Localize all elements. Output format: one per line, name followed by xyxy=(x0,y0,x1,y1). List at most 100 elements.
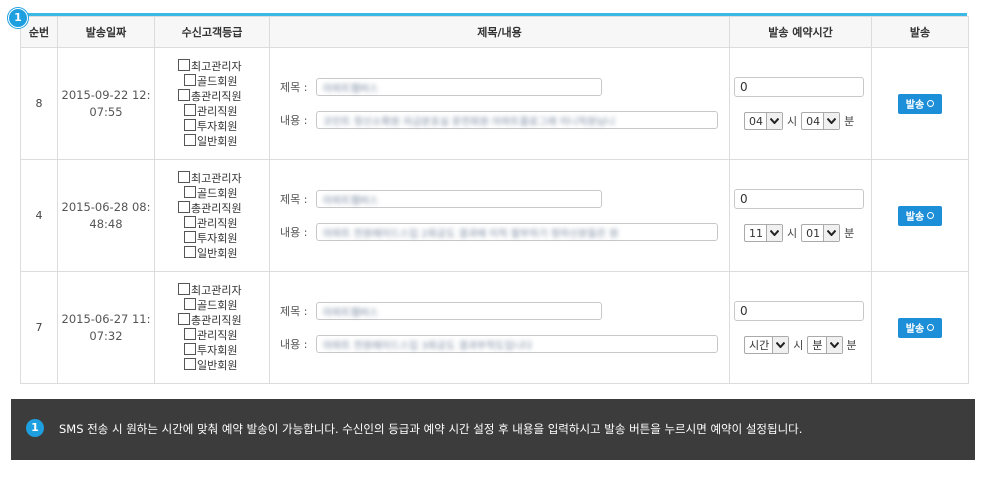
checkbox[interactable] xyxy=(184,342,196,355)
chevron-down-icon[interactable] xyxy=(825,337,842,353)
grade-option[interactable]: 투자회원 xyxy=(184,230,268,246)
checkbox[interactable] xyxy=(178,58,190,71)
grade-option[interactable]: 최고관리자 xyxy=(178,58,268,74)
chevron-down-icon[interactable] xyxy=(766,225,782,241)
grade-option[interactable]: 총관리직원 xyxy=(178,312,268,328)
grade-option[interactable]: 최고관리자 xyxy=(178,170,268,186)
table-row: 4 2015-06-28 08: 48:48 최고관리자 골드회원 총관리직원 관… xyxy=(20,159,969,272)
send-button[interactable]: 발송 xyxy=(897,317,943,338)
grade-checklist: 최고관리자 골드회원 총관리직원 관리직원 투자회원 일반회원 xyxy=(178,170,268,261)
subject-input[interactable]: 아파트웹버스 xyxy=(316,190,602,208)
grade-option[interactable]: 관리직원 xyxy=(184,327,268,343)
checkbox[interactable] xyxy=(184,133,196,146)
minute-value: 분 xyxy=(812,339,823,352)
date-line-1: 2015-06-27 11: xyxy=(61,311,151,326)
checkbox[interactable] xyxy=(184,118,196,131)
time-picker: 11 시 01 분 xyxy=(734,224,870,242)
grade-cell: 최고관리자 골드회원 총관리직원 관리직원 투자회원 일반회원 xyxy=(154,271,270,384)
grade-cell: 최고관리자 골드회원 총관리직원 관리직원 투자회원 일반회원 xyxy=(154,159,270,272)
content-input[interactable]: 아파트 전원에이드스입 2회공도 결과에 이직 할부하기 정하신분들은 원 xyxy=(316,223,718,241)
row-date: 2015-06-27 11: 07:32 xyxy=(57,271,155,384)
grade-label: 최고관리자 xyxy=(191,283,242,297)
checkbox[interactable] xyxy=(178,282,190,295)
minute-select[interactable]: 분 xyxy=(807,336,843,354)
hour-unit: 시 xyxy=(787,227,798,240)
header-num: 순번 xyxy=(20,16,58,48)
grade-option[interactable]: 일반회원 xyxy=(184,357,268,373)
header-subject: 제목/내용 xyxy=(269,16,730,48)
grade-option[interactable]: 최고관리자 xyxy=(178,282,268,298)
delay-input[interactable]: 0 xyxy=(734,77,864,97)
grade-option[interactable]: 관리직원 xyxy=(184,103,268,119)
header-grade: 수신고객등급 xyxy=(154,16,270,48)
subject-label: 제목 : xyxy=(280,81,308,94)
checkbox[interactable] xyxy=(178,312,190,325)
grade-option[interactable]: 총관리직원 xyxy=(178,200,268,216)
content-input[interactable]: 아파트 전원에이드스입 3회공도 결과부착도입니다 xyxy=(316,335,718,353)
checkbox[interactable] xyxy=(184,245,196,258)
chevron-down-icon[interactable] xyxy=(766,113,782,129)
checkbox[interactable] xyxy=(184,357,196,370)
delay-input[interactable]: 0 xyxy=(734,189,864,209)
grade-option[interactable]: 투자회원 xyxy=(184,342,268,358)
delay-input[interactable]: 0 xyxy=(734,301,864,321)
minute-unit: 분 xyxy=(844,115,855,128)
checkbox[interactable] xyxy=(184,297,196,310)
checkbox[interactable] xyxy=(178,170,190,183)
checkbox[interactable] xyxy=(178,88,190,101)
minute-value: 01 xyxy=(806,226,821,240)
checkbox[interactable] xyxy=(178,200,190,213)
chevron-down-icon[interactable] xyxy=(823,225,840,241)
hour-select[interactable]: 시간 xyxy=(744,336,790,354)
send-button[interactable]: 발송 xyxy=(897,93,943,114)
grade-label: 관리직원 xyxy=(197,328,238,342)
content-row: 내용 : 아파트 전원에이드스입 3회공도 결과부착도입니다 xyxy=(280,334,728,354)
minute-select[interactable]: 01 xyxy=(801,224,841,242)
subject-input[interactable]: 아파트웹버스 xyxy=(316,78,602,96)
checkbox[interactable] xyxy=(184,215,196,228)
header-date: 발송일짜 xyxy=(57,16,155,48)
hour-select[interactable]: 04 xyxy=(744,112,783,130)
grade-checklist: 최고관리자 골드회원 총관리직원 관리직원 투자회원 일반회원 xyxy=(178,58,268,149)
checkbox[interactable] xyxy=(184,73,196,86)
grade-option[interactable]: 일반회원 xyxy=(184,133,268,149)
checkbox[interactable] xyxy=(184,185,196,198)
grade-option[interactable]: 총관리직원 xyxy=(178,88,268,104)
chevron-down-icon[interactable] xyxy=(823,113,840,129)
grade-label: 최고관리자 xyxy=(191,59,242,73)
content-input[interactable]: 코인트 정신소확원 자금분포실 운전회원 아파트플로그래 이니직원님니 xyxy=(316,111,718,129)
content-label: 내용 : xyxy=(280,114,308,127)
grade-label: 투자회원 xyxy=(197,119,238,133)
checkbox[interactable] xyxy=(184,327,196,340)
header-send: 발송 xyxy=(871,16,969,48)
subject-input[interactable]: 아파트웹버스 xyxy=(316,302,602,320)
minute-select[interactable]: 04 xyxy=(801,112,841,130)
hour-select[interactable]: 11 xyxy=(744,224,783,242)
minute-value: 04 xyxy=(806,114,821,128)
grade-option[interactable]: 일반회원 xyxy=(184,245,268,261)
grade-option[interactable]: 골드회원 xyxy=(184,185,268,201)
sms-reservation-table: 순번 발송일짜 수신고객등급 제목/내용 발송 예약시간 발송 8 2015-0… xyxy=(20,16,969,384)
grade-option[interactable]: 골드회원 xyxy=(184,297,268,313)
grade-label: 총관리직원 xyxy=(191,313,242,327)
grade-option[interactable]: 투자회원 xyxy=(184,118,268,134)
content-value: 아파트 전원에이드스입 2회공도 결과에 이직 할부하기 정하신분들은 원 xyxy=(323,228,619,240)
table-header-row: 순번 발송일짜 수신고객등급 제목/내용 발송 예약시간 발송 xyxy=(20,16,969,48)
send-label: 발송 xyxy=(905,212,925,223)
checkbox[interactable] xyxy=(184,103,196,116)
grade-label: 일반회원 xyxy=(197,134,238,148)
hour-unit: 시 xyxy=(793,339,804,352)
subject-cell: 제목 : 아파트웹버스 내용 : 아파트 전원에이드스입 2회공도 결과에 이직… xyxy=(269,159,730,272)
send-button[interactable]: 발송 xyxy=(897,205,943,226)
grade-label: 총관리직원 xyxy=(191,201,242,215)
grade-option[interactable]: 골드회원 xyxy=(184,73,268,89)
checkbox[interactable] xyxy=(184,230,196,243)
date-line-1: 2015-09-22 12: xyxy=(61,87,151,102)
grade-option[interactable]: 관리직원 xyxy=(184,215,268,231)
subject-row: 제목 : 아파트웹버스 xyxy=(280,301,728,321)
hour-unit: 시 xyxy=(787,115,798,128)
minute-unit: 분 xyxy=(844,227,855,240)
chevron-down-icon[interactable] xyxy=(772,337,789,353)
step-marker: 1 xyxy=(8,8,28,28)
grade-label: 투자회원 xyxy=(197,231,238,245)
